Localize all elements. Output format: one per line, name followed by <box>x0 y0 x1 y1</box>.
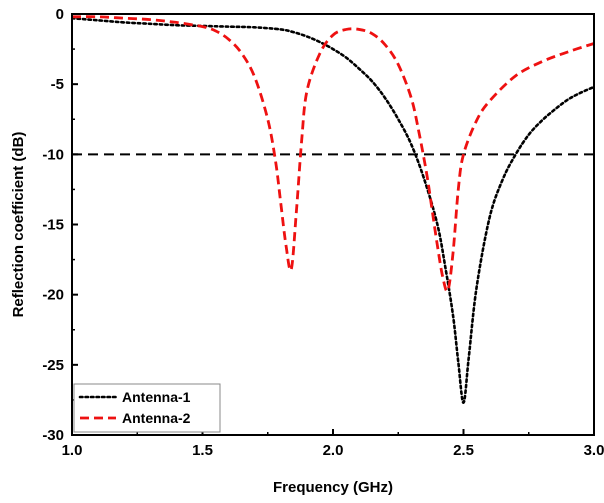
x-tick-label: 3.0 <box>584 442 604 459</box>
y-tick-label: -20 <box>42 287 64 304</box>
legend: Antenna-1 Antenna-2 <box>73 383 221 433</box>
x-axis-title: Frequency (GHz) <box>273 479 393 496</box>
x-axis-ticks: 1.0 1.5 2.0 2.5 3.0 <box>62 429 604 459</box>
series-line-antenna-1 <box>72 16 594 405</box>
legend-label-antenna-1: Antenna-1 <box>122 389 191 405</box>
legend-label-antenna-2: Antenna-2 <box>122 410 191 426</box>
plot-area-frame <box>71 13 595 436</box>
legend-box <box>73 383 221 433</box>
x-tick-label: 1.5 <box>192 442 213 459</box>
y-tick-label: -15 <box>42 217 64 234</box>
y-tick-label: -30 <box>42 427 64 444</box>
x-tick-label: 2.5 <box>453 442 474 459</box>
y-tick-label: -25 <box>42 357 64 374</box>
y-axis-title: Reflection coefficient (dB) <box>10 132 27 318</box>
y-tick-label: -10 <box>42 146 64 163</box>
series-line-antenna-2 <box>72 15 594 293</box>
x-tick-label: 2.0 <box>323 442 344 459</box>
x-tick-label: 1.0 <box>62 442 83 459</box>
y-tick-label: 0 <box>56 6 64 23</box>
y-tick-label: -5 <box>51 76 64 93</box>
